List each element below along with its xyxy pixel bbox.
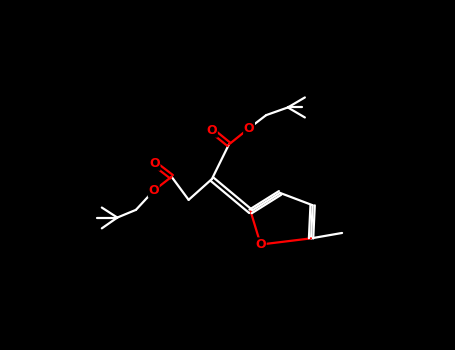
Text: O: O: [207, 124, 217, 137]
Text: O: O: [244, 122, 254, 135]
Text: O: O: [148, 184, 159, 197]
Text: O: O: [255, 238, 266, 251]
Text: O: O: [149, 157, 160, 170]
